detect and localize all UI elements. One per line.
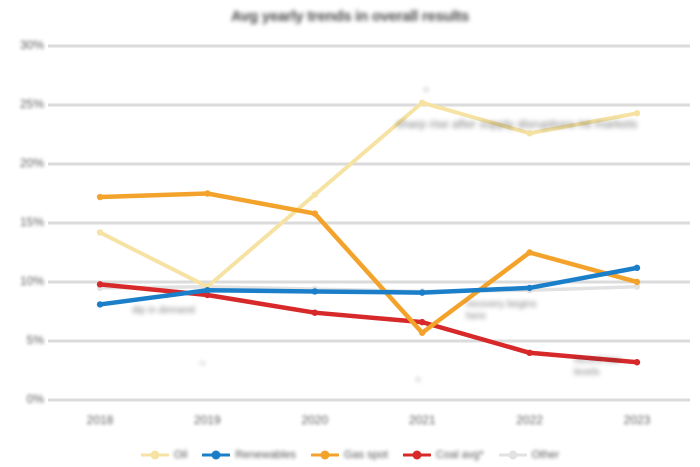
data-point: [311, 288, 318, 295]
data-point: [633, 283, 641, 290]
data-point: [526, 249, 533, 256]
x-axis-tick-label: 2020: [301, 413, 329, 427]
data-point: [96, 301, 104, 308]
x-axis-tick-label: 2022: [516, 413, 543, 427]
data-point: [311, 210, 318, 217]
data-point: [526, 284, 533, 292]
data-point: [526, 130, 533, 137]
legend-line-dot-icon: [140, 450, 169, 460]
series-line-gas-spot: [97, 191, 640, 335]
annotation-text: sharp rise after supply disruptions hit …: [396, 117, 638, 131]
data-point: [96, 229, 104, 236]
annotation-text: recovery begins here: [466, 299, 537, 322]
annotation-text: *: [416, 376, 421, 388]
chart-legend: Oil Renewables Gas spot Coal avg* Other: [0, 449, 700, 461]
data-point: [419, 289, 426, 296]
y-axis-tick-label: 10%: [19, 274, 44, 288]
data-point: [633, 359, 641, 366]
x-axis-tick-label: 2018: [86, 413, 114, 427]
x-axis-tick-label: 2023: [623, 413, 651, 427]
data-point: [633, 264, 641, 272]
legend-label: Gas spot: [343, 449, 388, 461]
chart-title: Avg yearly trends in overall results: [231, 8, 469, 25]
annotation-text: dip in demand: [132, 305, 195, 316]
data-point: [204, 287, 211, 294]
data-point: [419, 318, 426, 326]
data-point: [526, 349, 533, 356]
series-line-oil: [98, 100, 639, 289]
data-point: [96, 193, 104, 201]
data-point: [633, 110, 641, 117]
y-axis-tick-label: 30%: [19, 38, 44, 52]
data-point: [311, 191, 318, 198]
legend-label: Coal avg*: [435, 449, 484, 461]
data-point: [633, 278, 641, 286]
annotation-text: record low levels: [574, 355, 621, 378]
x-axis-tick-label: 2021: [408, 413, 436, 427]
legend-item-coal-avg-[interactable]: Coal avg*: [402, 449, 484, 461]
legend-item-renewables[interactable]: Renewables: [202, 449, 296, 461]
annotation-text: ¬: [199, 358, 205, 369]
legend-label: Other: [531, 449, 560, 461]
series-line-renewables: [97, 265, 640, 307]
data-point: [311, 309, 318, 316]
data-point: [204, 190, 211, 197]
legend-line-dot-icon: [402, 450, 431, 460]
legend-line-dot-icon: [310, 450, 339, 460]
data-point: [419, 329, 426, 336]
data-point: [419, 99, 426, 106]
legend-label: Renewables: [235, 449, 296, 461]
y-axis-tick-label: 0%: [26, 392, 44, 406]
legend-label: Oil: [173, 449, 188, 461]
x-axis-tick-label: 2019: [194, 413, 221, 427]
y-axis-tick-label: 5%: [26, 333, 44, 347]
y-axis-tick-label: 15%: [19, 215, 44, 229]
legend-item-gas-spot[interactable]: Gas spot: [310, 449, 388, 461]
y-axis-tick-label: 20%: [19, 156, 44, 170]
legend-line-dot-icon: [498, 450, 527, 460]
legend-line-dot-icon: [202, 450, 231, 460]
y-axis-tick-label: 25%: [19, 97, 44, 111]
annotation-text: *: [424, 86, 429, 98]
legend-item-oil[interactable]: Oil: [140, 449, 188, 461]
data-point: [204, 291, 211, 299]
data-point: [96, 281, 104, 288]
legend-item-other[interactable]: Other: [498, 449, 560, 461]
